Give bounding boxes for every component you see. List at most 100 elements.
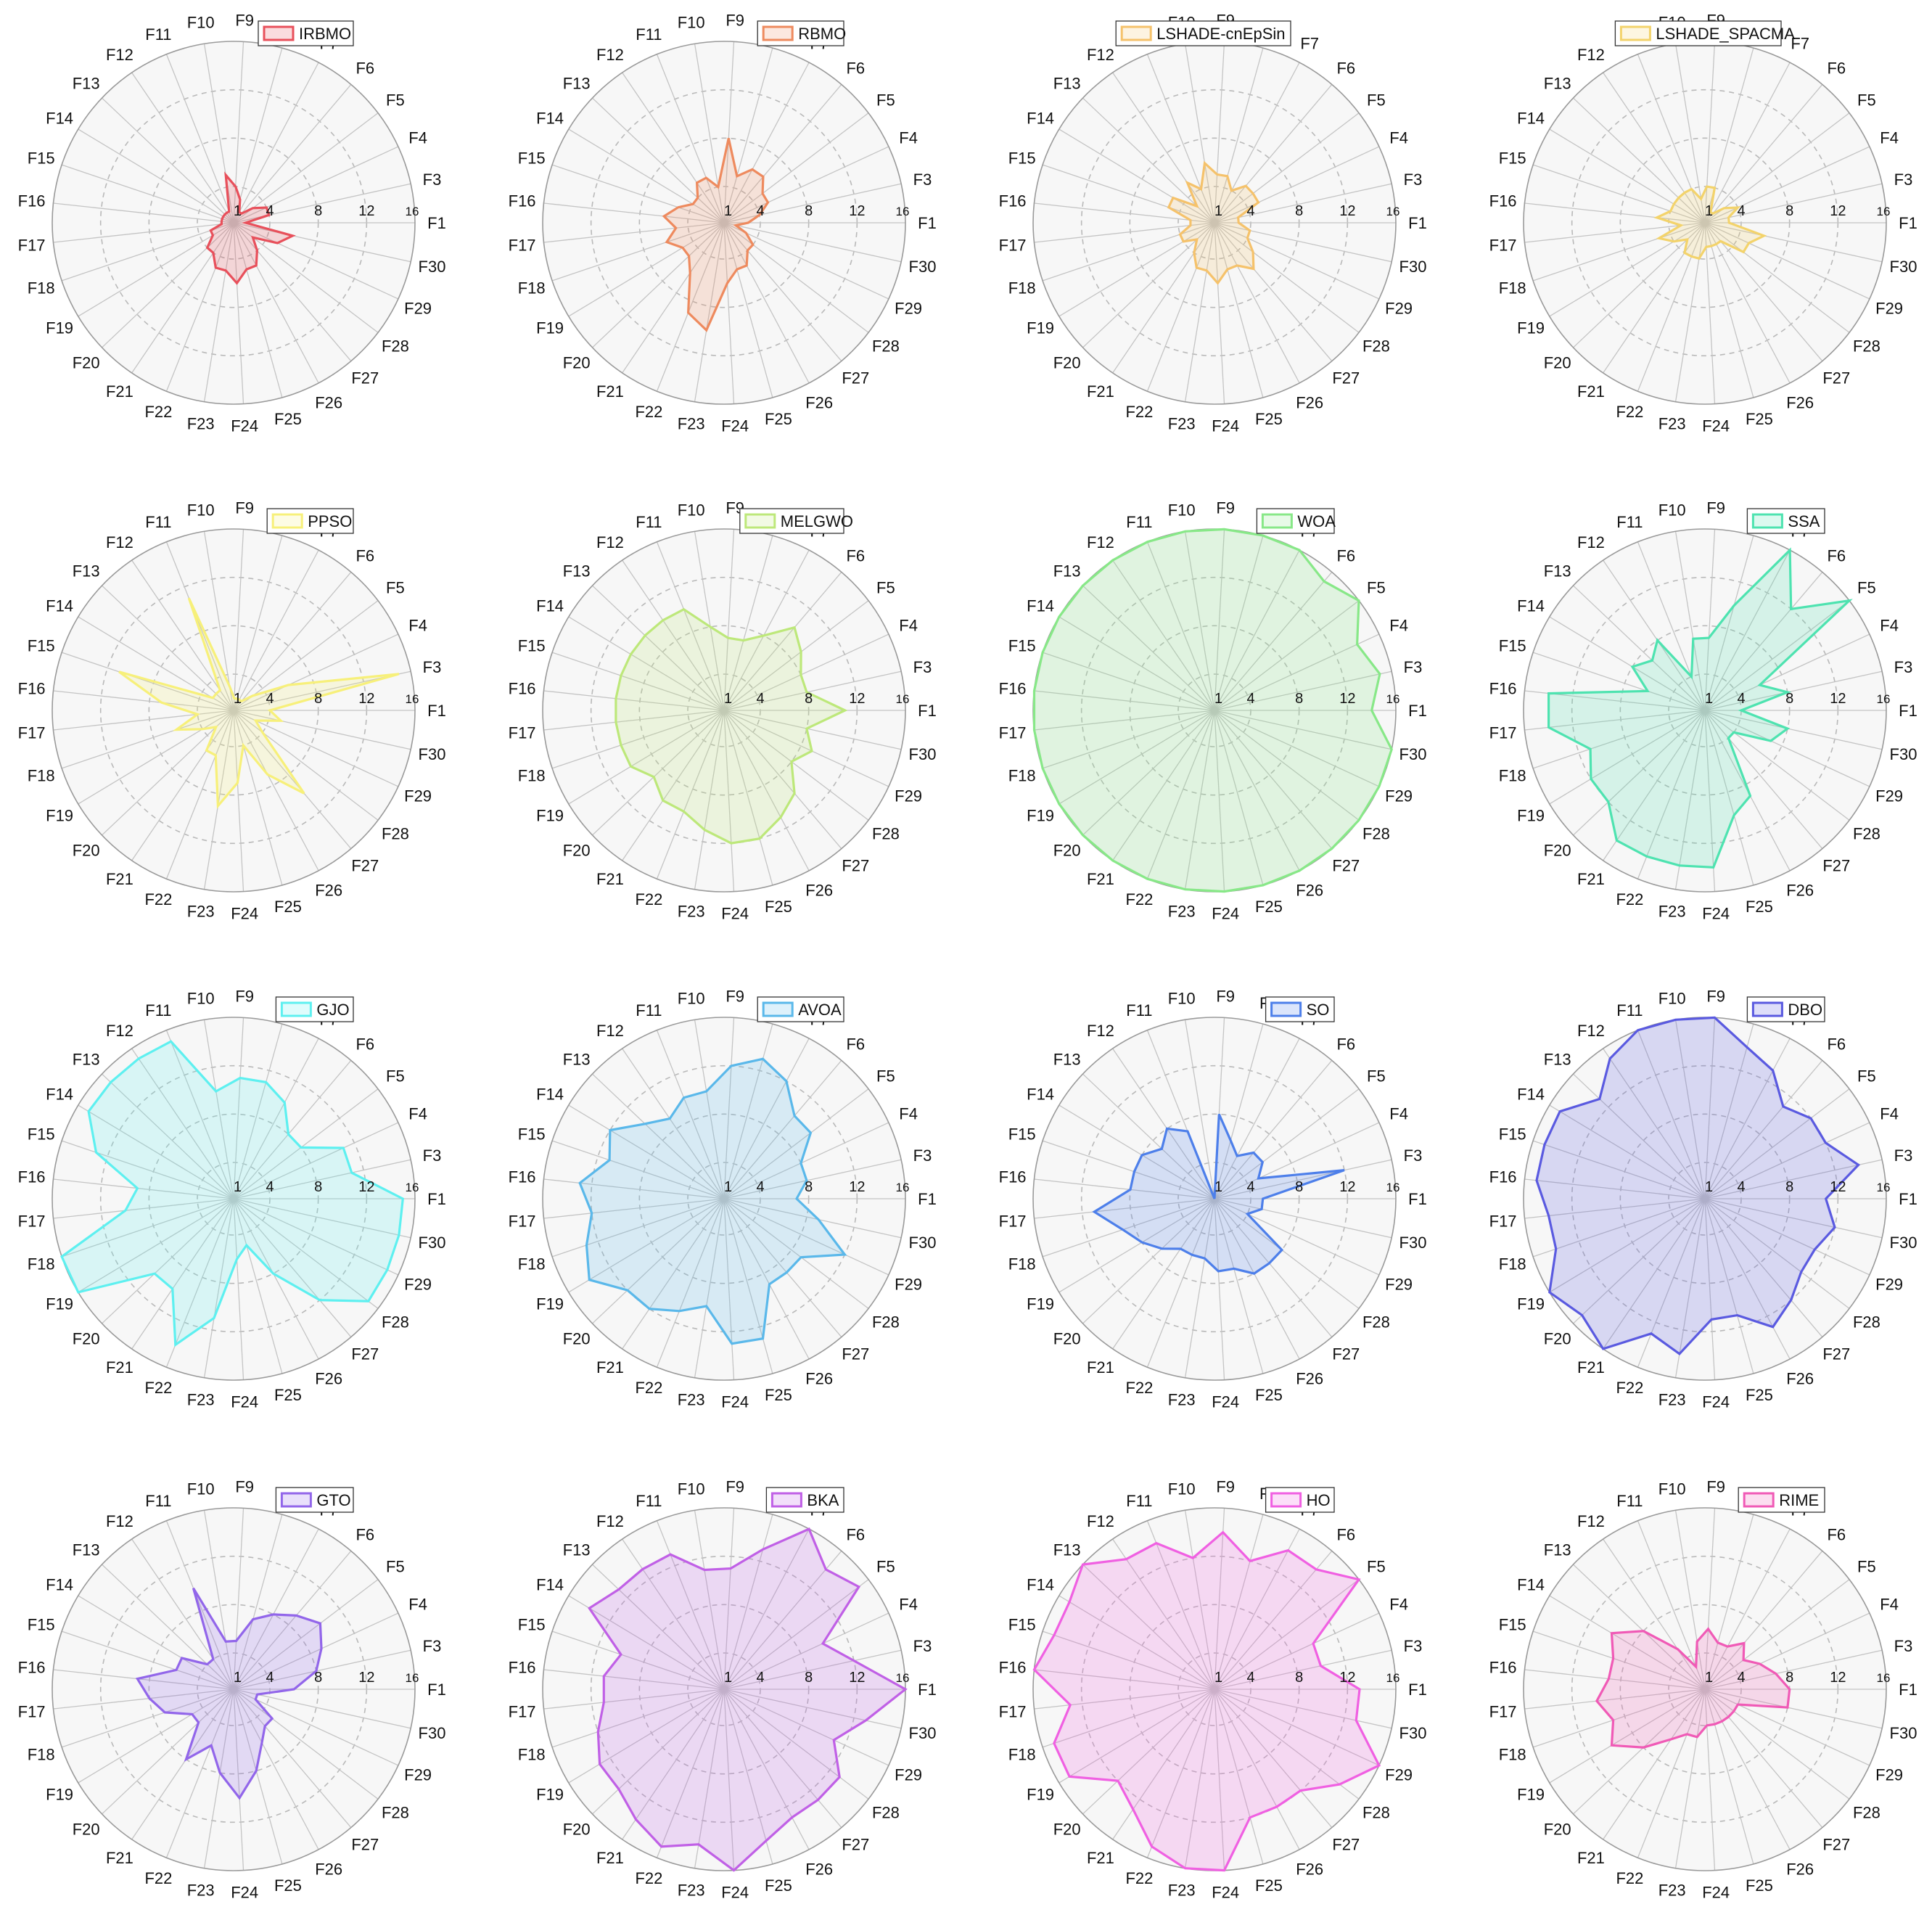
rtick-label: 1 (1705, 203, 1713, 219)
spoke (592, 1073, 725, 1199)
rtick-label: 16 (896, 1671, 910, 1685)
spoke (723, 41, 735, 223)
category-label: F6 (1827, 547, 1846, 565)
spoke (1704, 710, 1823, 849)
category-label: F13 (563, 1050, 591, 1068)
spoke (723, 1612, 889, 1690)
category-label: F21 (106, 1358, 133, 1377)
spoke (694, 1020, 725, 1199)
legend-swatch (1270, 1492, 1302, 1508)
spoke (53, 1178, 234, 1199)
category-label: F29 (1875, 787, 1903, 805)
legend-box (757, 20, 844, 46)
spoke (1524, 202, 1706, 223)
category-label: F9 (235, 11, 254, 29)
spoke (723, 1579, 869, 1690)
rtick-label: 12 (1830, 691, 1846, 707)
spoke (592, 585, 725, 711)
spoke (1674, 1198, 1706, 1378)
spoke (1704, 1508, 1716, 1690)
spoke (165, 54, 234, 223)
radar-panel-bka: 1481216F1F3F4F5F6F7F8F9F10F11F12F13F14F1… (509, 1477, 937, 1901)
legend-so: SO (1265, 996, 1335, 1022)
category-label: F6 (355, 60, 374, 78)
spoke (1082, 1564, 1215, 1690)
spoke (1704, 84, 1823, 223)
category-label: F23 (1168, 1881, 1196, 1899)
spoke (61, 222, 234, 282)
radar-panel-rime: 1481216F1F3F4F5F6F7F8F9F10F11F12F13F14F1… (1489, 1477, 1917, 1901)
category-label: F21 (1087, 1358, 1114, 1377)
category-label: F13 (73, 74, 100, 92)
spoke (1214, 710, 1392, 750)
spoke (1704, 222, 1716, 404)
legend-box (739, 508, 844, 534)
rtick-label: 16 (1877, 1181, 1891, 1194)
spoke (233, 1689, 319, 1850)
category-label: F13 (1544, 1050, 1571, 1068)
spoke (78, 1198, 234, 1293)
spoke (723, 710, 889, 787)
spoke (1704, 1023, 1754, 1199)
outer-ring (52, 528, 416, 893)
rtick-label: 16 (896, 205, 910, 218)
category-label: F28 (1853, 337, 1880, 355)
spoke (1704, 222, 1850, 333)
category-label: F14 (1027, 1576, 1054, 1594)
category-label: F23 (678, 1390, 705, 1408)
spoke (1637, 222, 1706, 392)
spoke (592, 1198, 725, 1324)
category-label: F30 (419, 1234, 446, 1252)
spoke (78, 1595, 234, 1690)
category-label: F20 (73, 1330, 100, 1348)
category-label: F12 (106, 1512, 133, 1530)
radar-panel-lshade-spacma: 1481216F1F3F4F5F6F7F8F9F10F11F12F13F14F1… (1489, 11, 1917, 435)
spoke (656, 54, 725, 223)
spoke (233, 1689, 283, 1865)
category-label: F5 (876, 91, 895, 110)
rtick-label: 8 (805, 1670, 813, 1686)
category-label: F20 (563, 354, 591, 372)
legend-box (1256, 508, 1335, 534)
category-label: F7 (1791, 35, 1809, 53)
spoke (543, 202, 725, 223)
spoke (1034, 1689, 1215, 1710)
spoke (78, 1104, 234, 1199)
outer-ring (52, 1017, 416, 1381)
spoke (656, 1030, 725, 1199)
legend-swatch (280, 1492, 312, 1508)
legend-label: AVOA (798, 1001, 842, 1019)
category-label: F4 (899, 616, 918, 634)
spoke (233, 222, 319, 384)
spoke (551, 164, 725, 223)
spoke (723, 62, 810, 223)
spoke (1034, 690, 1215, 711)
rtick-label: 1 (1214, 1670, 1222, 1686)
spoke (233, 1023, 283, 1199)
legend-swatch (1270, 1001, 1302, 1017)
category-label: F16 (509, 1168, 536, 1186)
category-label: F9 (235, 987, 254, 1005)
category-label: F3 (423, 658, 442, 676)
category-label: F19 (46, 1295, 73, 1313)
category-label: F14 (46, 1086, 73, 1104)
category-label: F25 (1255, 410, 1283, 428)
rtick-label: 4 (1246, 1670, 1254, 1686)
spoke (1549, 1104, 1706, 1199)
category-label: F28 (382, 1803, 409, 1821)
category-label: F18 (1499, 1745, 1526, 1763)
spoke (1704, 1198, 1716, 1380)
spoke (723, 222, 889, 300)
spoke (1042, 710, 1215, 769)
category-label: F16 (999, 1659, 1027, 1677)
legend-woa: WOA (1256, 508, 1336, 534)
category-label: F21 (1577, 1849, 1605, 1867)
category-label: F6 (846, 1526, 865, 1544)
spoke (1214, 600, 1360, 711)
spoke (1214, 710, 1264, 886)
category-label: F27 (351, 1835, 379, 1853)
spoke (1034, 1178, 1215, 1199)
category-label: F29 (1385, 787, 1413, 805)
category-label: F18 (1008, 1745, 1036, 1763)
